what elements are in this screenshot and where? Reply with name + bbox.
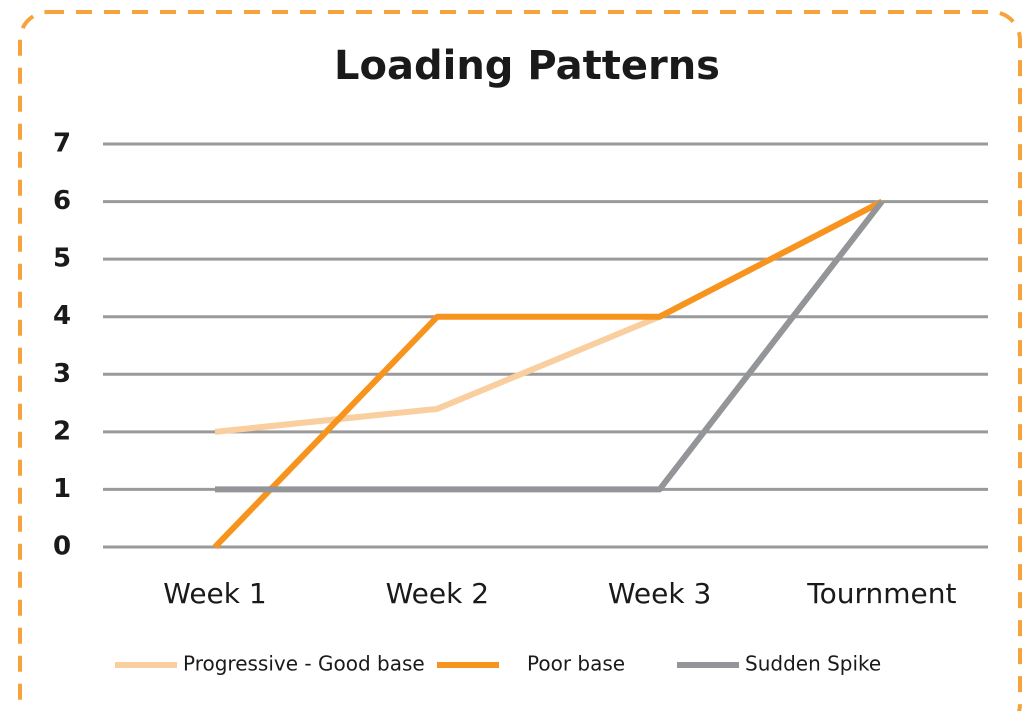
series-line (215, 199, 885, 493)
frame (18, 10, 1022, 715)
x-tick-label: Week 3 (608, 577, 711, 610)
y-tick-label: 7 (53, 129, 71, 159)
y-tick-label: 3 (53, 359, 71, 389)
x-tick-label: Week 1 (163, 577, 266, 610)
legend-label: Progressive - Good base (183, 652, 425, 676)
legend-label: Poor base (527, 652, 625, 676)
series-line (212, 198, 884, 550)
x-tick-label: Week 2 (386, 577, 489, 610)
legend-label: Sudden Spike (745, 652, 881, 676)
chart-title: Loading Patterns (334, 43, 720, 89)
x-tick-label: Tournment (806, 577, 956, 610)
y-tick-label: 4 (53, 301, 71, 331)
y-tick-label: 5 (53, 244, 71, 274)
y-tick-label: 0 (53, 532, 71, 562)
y-tick-label: 6 (53, 186, 71, 216)
y-tick-label: 1 (53, 474, 71, 504)
y-tick-label: 2 (53, 416, 71, 446)
